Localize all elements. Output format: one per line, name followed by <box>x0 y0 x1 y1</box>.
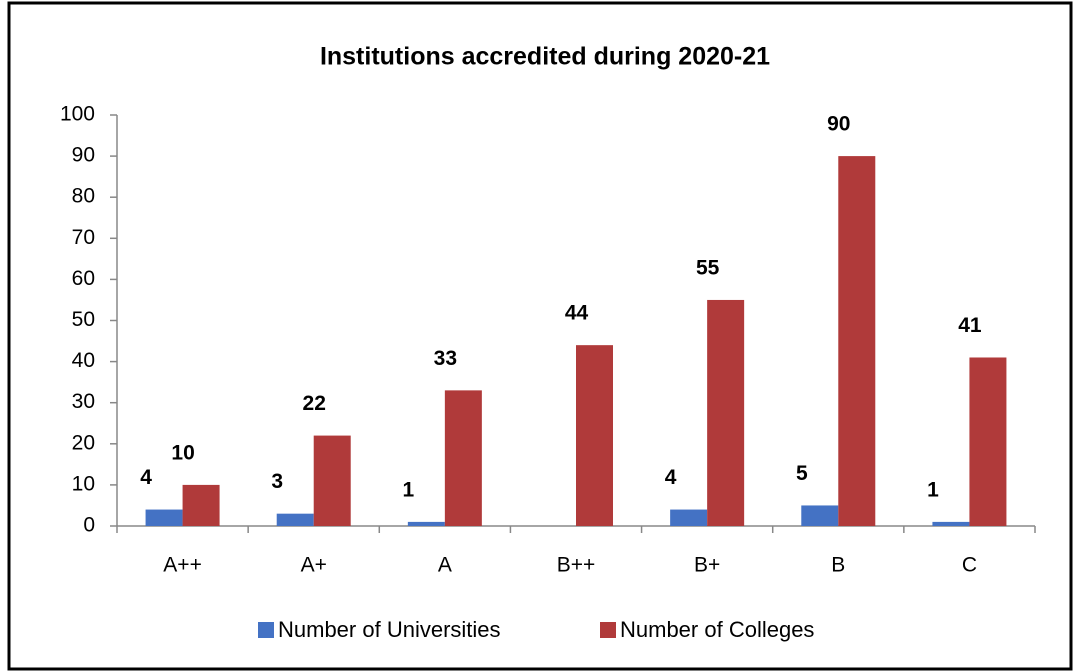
x-tick-label: B+ <box>694 554 720 577</box>
legend-label: Number of Universities <box>278 617 501 642</box>
x-tick-label: A <box>438 554 452 577</box>
data-label: 22 <box>303 392 326 415</box>
bar <box>145 509 183 526</box>
data-label: 1 <box>927 478 939 501</box>
legend-swatch <box>600 622 616 638</box>
bar <box>707 299 745 526</box>
bar <box>932 521 970 526</box>
data-label: 41 <box>958 314 982 337</box>
data-label: 33 <box>434 347 457 370</box>
y-tick-label: 60 <box>72 267 95 290</box>
bar <box>182 484 220 526</box>
data-label: 3 <box>271 470 283 493</box>
x-tick-label: C <box>962 554 977 577</box>
data-label: 5 <box>796 462 808 485</box>
data-label: 90 <box>827 113 850 136</box>
y-tick-label: 100 <box>60 103 95 126</box>
data-label: 55 <box>696 256 720 279</box>
y-tick-label: 80 <box>72 185 95 208</box>
data-label: 44 <box>565 302 589 325</box>
y-tick-label: 20 <box>72 431 95 454</box>
data-label: 10 <box>171 441 194 464</box>
y-tick-label: 70 <box>72 226 95 249</box>
legend-swatch <box>258 622 274 638</box>
bar <box>276 513 314 526</box>
y-tick-label: 0 <box>83 514 95 537</box>
bar <box>801 505 839 526</box>
bar <box>838 156 876 526</box>
data-label: 4 <box>665 466 677 489</box>
x-tick-label: A++ <box>163 554 202 577</box>
y-tick-label: 10 <box>72 472 95 495</box>
bar <box>670 509 708 526</box>
legend-label: Number of Colleges <box>620 617 814 642</box>
x-tick-label: B <box>831 554 845 577</box>
bar <box>444 390 482 526</box>
y-tick-label: 40 <box>72 349 95 372</box>
frame <box>7 1 1073 671</box>
data-label: 1 <box>403 478 415 501</box>
chart-title: Institutions accredited during 2020-21 <box>320 43 770 71</box>
y-tick-label: 30 <box>72 390 95 413</box>
bar <box>407 521 445 526</box>
bar <box>313 435 351 526</box>
data-label: 4 <box>140 466 152 489</box>
bar <box>576 345 613 526</box>
y-tick-label: 50 <box>72 308 95 331</box>
y-tick-label: 90 <box>72 144 95 167</box>
x-tick-label: B++ <box>557 554 596 577</box>
x-tick-label: A+ <box>301 554 327 577</box>
bar <box>969 357 1007 526</box>
